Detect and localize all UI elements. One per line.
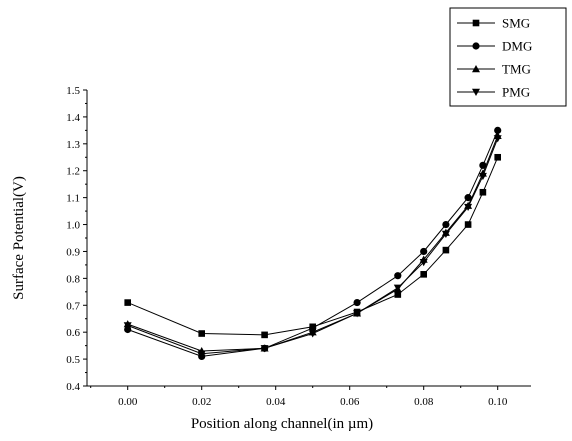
y-axis-title: Surface Potential(V) — [11, 176, 27, 300]
data-point-dmg — [420, 247, 428, 256]
series-smg — [124, 153, 501, 339]
legend-marker-pmg — [472, 88, 480, 96]
data-point-smg — [261, 331, 268, 339]
legend-label-pmg: PMG — [502, 85, 530, 100]
data-point-smg — [494, 153, 501, 161]
data-point-pmg — [493, 135, 502, 143]
data-point-pmg — [478, 172, 487, 181]
data-point-dmg — [394, 272, 402, 280]
x-tick-label: 0.06 — [340, 396, 360, 408]
data-point-pmg — [123, 322, 132, 330]
legend-marker-tmg — [472, 65, 480, 73]
data-point-smg — [464, 221, 472, 228]
series-line-pmg — [127, 138, 499, 355]
data-point-smg — [124, 299, 131, 306]
data-point-dmg — [479, 161, 487, 169]
data-point-dmg — [464, 194, 472, 202]
data-point-pmg — [441, 230, 450, 238]
data-point-pmg — [419, 259, 428, 267]
x-tick-label: 0.00 — [118, 396, 138, 408]
data-point-pmg — [308, 330, 317, 338]
series-line-smg — [127, 157, 499, 336]
data-point-pmg — [197, 350, 206, 358]
y-tick-label: 0.4 — [66, 381, 80, 393]
data-point-smg — [442, 246, 450, 254]
data-point-smg — [394, 291, 402, 298]
legend-marker-smg — [472, 19, 480, 27]
data-point-smg — [479, 188, 487, 196]
x-tick-label: 0.10 — [488, 396, 508, 408]
legend-marker-dmg — [472, 42, 480, 50]
x-tick-label: 0.08 — [414, 396, 434, 408]
data-point-dmg — [353, 298, 361, 307]
y-tick-label: 1.5 — [66, 85, 80, 97]
y-tick-label: 1.1 — [66, 193, 80, 205]
legend-label-smg: SMG — [502, 16, 530, 31]
data-point-smg — [420, 271, 427, 278]
legend-item-tmg: TMG — [457, 62, 531, 77]
y-tick-label: 0.8 — [66, 273, 80, 285]
y-tick-label: 1.4 — [66, 112, 80, 124]
y-tick-label: 0.5 — [66, 354, 80, 366]
y-tick-label: 1.3 — [66, 139, 80, 151]
data-point-dmg — [124, 325, 132, 334]
series-line-tmg — [127, 135, 499, 352]
data-point-dmg — [442, 220, 450, 229]
series-layer — [123, 126, 502, 360]
series-pmg — [123, 135, 502, 358]
data-point-pmg — [353, 310, 362, 318]
x-axis-title: Position along channel(in µm) — [191, 416, 373, 432]
legend-box — [449, 7, 567, 107]
y-tick-label: 1.2 — [66, 166, 80, 178]
legend-item-pmg: PMG — [457, 85, 530, 100]
x-tick-label: 0.04 — [266, 396, 286, 408]
legend-label-tmg: TMG — [502, 62, 531, 77]
y-tick-label: 0.7 — [66, 300, 80, 312]
data-point-smg — [198, 330, 205, 337]
data-point-pmg — [260, 345, 269, 353]
y-tick-label: 0.9 — [66, 246, 80, 258]
data-point-pmg — [464, 203, 473, 212]
y-tick-label: 0.6 — [66, 327, 80, 339]
y-tick-label: 1.0 — [66, 220, 80, 232]
x-tick-label: 0.02 — [192, 396, 211, 408]
series-tmg — [123, 131, 502, 355]
axes: 0.4 0.5 0.6 0.7 0.8 0.9 1.0 1.1 1.2 1.3 1.4 1.5 0.00… — [66, 85, 531, 408]
data-point-pmg — [393, 284, 402, 292]
series-line-dmg — [127, 130, 499, 357]
data-point-dmg — [494, 126, 502, 134]
legend: SMG DMG TMG PMG — [449, 7, 567, 107]
legend-item-dmg: DMG — [457, 39, 532, 54]
legend-item-smg: SMG — [457, 16, 530, 31]
data-point-dmg — [309, 324, 317, 332]
legend-label-dmg: DMG — [502, 39, 532, 54]
